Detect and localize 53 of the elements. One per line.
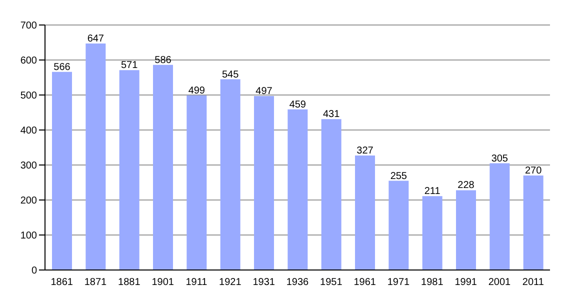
x-tick-label: 1921	[219, 277, 242, 288]
bar	[288, 109, 308, 270]
data-label: 497	[256, 86, 273, 98]
data-label: 305	[491, 153, 508, 164]
x-tick-label: 2011	[522, 277, 544, 288]
x-tick-label: 1881	[118, 277, 141, 288]
bar	[422, 196, 442, 270]
x-tick-label: 1871	[84, 277, 108, 288]
data-label: 571	[120, 60, 138, 72]
data-label: 270	[524, 166, 542, 176]
bar	[186, 95, 207, 270]
x-tick-label: 1931	[252, 277, 276, 288]
y-tick-label: 500	[20, 90, 38, 102]
bar	[490, 163, 510, 270]
bar	[254, 96, 274, 270]
data-label: 545	[222, 69, 240, 80]
bar	[388, 180, 409, 270]
y-tick-label: 600	[20, 56, 38, 67]
bar	[220, 79, 240, 270]
data-label: 647	[87, 34, 104, 45]
bar	[119, 70, 140, 270]
data-label: 211	[424, 186, 441, 198]
y-tick-label: 0	[31, 266, 38, 277]
data-label: 228	[458, 180, 475, 192]
x-tick-label: 2001	[488, 277, 512, 288]
x-tick-label: 1971	[387, 277, 410, 288]
data-label: 327	[356, 146, 374, 157]
y-tick-label: 300	[20, 160, 38, 172]
x-tick-label: 1901	[152, 277, 174, 288]
x-tick-label: 1911	[186, 277, 208, 288]
bar	[86, 44, 106, 270]
x-tick-label: 1951	[320, 277, 343, 288]
y-tick-label: 700	[20, 20, 38, 32]
bar	[523, 176, 544, 270]
x-tick-label: 1936	[286, 277, 310, 288]
bar	[321, 119, 342, 270]
x-tick-label: 1991	[454, 277, 478, 288]
data-label: 459	[289, 99, 306, 110]
bar	[456, 190, 476, 270]
data-label: 431	[322, 109, 340, 120]
bar	[52, 72, 72, 270]
x-tick-label: 1981	[421, 277, 444, 288]
data-label: 566	[54, 62, 71, 73]
bar	[355, 156, 375, 270]
x-tick-label: 1861	[50, 277, 74, 288]
data-label: 255	[390, 170, 408, 182]
data-label: 586	[154, 54, 172, 66]
data-label: 499	[188, 85, 206, 96]
y-tick-label: 100	[20, 230, 38, 242]
bar	[153, 64, 173, 270]
x-tick-label: 1961	[354, 277, 376, 288]
y-tick-label: 200	[20, 196, 38, 207]
y-tick-label: 400	[20, 126, 38, 137]
